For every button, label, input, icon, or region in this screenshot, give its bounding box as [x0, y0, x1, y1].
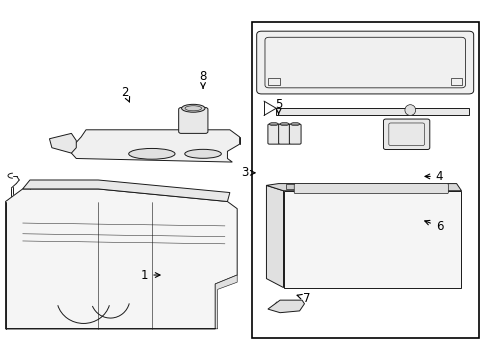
FancyBboxPatch shape	[267, 124, 279, 144]
Polygon shape	[71, 130, 239, 162]
Polygon shape	[276, 108, 468, 116]
Text: 5: 5	[274, 98, 282, 114]
Bar	[283, 191, 461, 288]
FancyBboxPatch shape	[256, 31, 473, 94]
Ellipse shape	[404, 105, 415, 116]
Polygon shape	[266, 184, 461, 191]
Text: 6: 6	[424, 220, 443, 233]
Polygon shape	[22, 180, 229, 202]
Ellipse shape	[128, 148, 175, 159]
Text: 3: 3	[240, 166, 255, 179]
Bar	[251, 22, 478, 338]
Bar	[267, 78, 279, 85]
FancyBboxPatch shape	[289, 124, 301, 144]
FancyBboxPatch shape	[383, 119, 429, 149]
Ellipse shape	[184, 149, 221, 158]
Text: 1: 1	[141, 269, 160, 282]
Bar	[285, 184, 305, 189]
Text: 7: 7	[296, 292, 310, 305]
FancyBboxPatch shape	[178, 108, 207, 134]
Polygon shape	[5, 189, 237, 329]
Polygon shape	[49, 134, 76, 153]
FancyBboxPatch shape	[278, 124, 290, 144]
Bar	[450, 78, 462, 85]
Polygon shape	[5, 275, 237, 329]
Polygon shape	[267, 300, 304, 313]
FancyBboxPatch shape	[294, 184, 447, 194]
Text: 8: 8	[199, 69, 206, 88]
Text: 2: 2	[121, 86, 129, 102]
Text: 4: 4	[424, 170, 443, 183]
Ellipse shape	[181, 104, 204, 112]
Polygon shape	[266, 185, 283, 288]
